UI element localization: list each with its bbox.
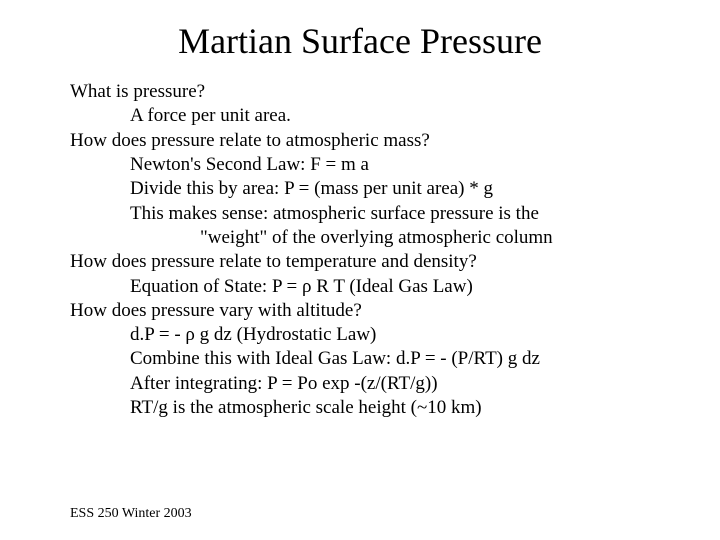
answer-2a: Newton's Second Law: F = m a xyxy=(130,153,650,177)
answer-4b: Combine this with Ideal Gas Law: d.P = -… xyxy=(130,347,650,371)
answer-4d: RT/g is the atmospheric scale height (~1… xyxy=(130,396,650,420)
slide-title: Martian Surface Pressure xyxy=(70,20,650,62)
answer-1: A force per unit area. xyxy=(130,104,650,128)
answer-3a: Equation of State: P = ρ R T (Ideal Gas … xyxy=(130,275,650,299)
answer-4a: d.P = - ρ g dz (Hydrostatic Law) xyxy=(130,323,650,347)
answer-4c: After integrating: P = Po exp -(z/(RT/g)… xyxy=(130,372,650,396)
slide-content: What is pressure? A force per unit area.… xyxy=(70,80,650,420)
answer-2b: Divide this by area: P = (mass per unit … xyxy=(130,177,650,201)
answer-2d: "weight" of the overlying atmospheric co… xyxy=(200,226,650,250)
answer-2c: This makes sense: atmospheric surface pr… xyxy=(130,202,650,226)
question-4: How does pressure vary with altitude? xyxy=(70,299,650,323)
question-3: How does pressure relate to temperature … xyxy=(70,250,650,274)
question-1: What is pressure? xyxy=(70,80,650,104)
question-2: How does pressure relate to atmospheric … xyxy=(70,129,650,153)
slide-footer: ESS 250 Winter 2003 xyxy=(70,506,192,522)
